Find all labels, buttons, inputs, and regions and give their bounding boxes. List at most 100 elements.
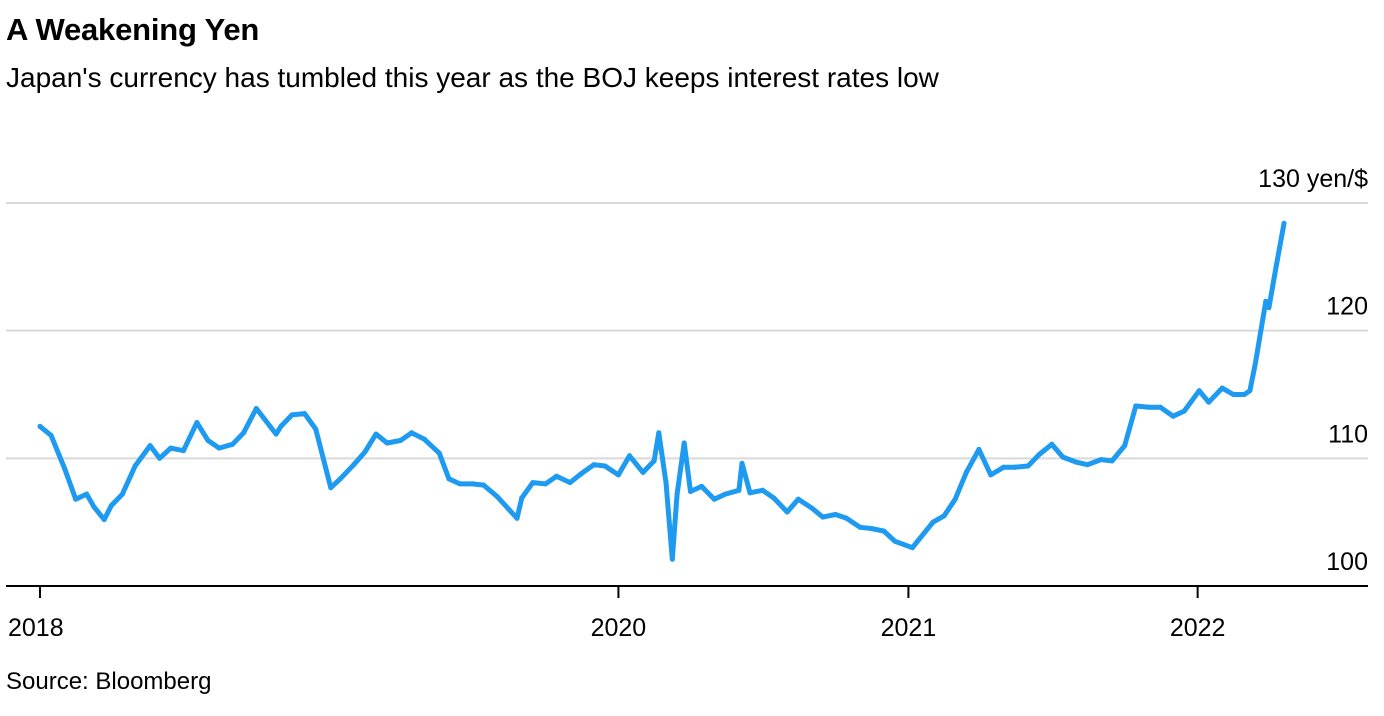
data-point: [640, 469, 646, 475]
data-point: [857, 524, 863, 530]
usdjpy-series-line: [37, 220, 1287, 562]
data-point: [1098, 457, 1104, 463]
data-point: [554, 473, 560, 479]
data-point: [1146, 404, 1152, 410]
data-point: [952, 496, 958, 502]
data-point: [62, 466, 68, 471]
data-point: [674, 491, 680, 497]
data-point: [1012, 464, 1018, 470]
chart-title: A Weakening Yen: [6, 12, 260, 47]
data-point: [409, 430, 415, 436]
data-point: [820, 514, 826, 520]
data-point: [48, 432, 54, 438]
x-tick-label-2021: 2021: [881, 614, 937, 642]
data-point: [591, 462, 597, 468]
data-point: [519, 495, 525, 501]
data-point: [132, 463, 138, 469]
data-point: [833, 512, 838, 517]
data-point: [278, 423, 284, 429]
y-tick-label-100: 100: [1326, 548, 1368, 576]
gridlines: [6, 202, 1368, 460]
data-point: [1230, 392, 1236, 397]
data-point: [180, 448, 186, 454]
data-point: [1157, 404, 1163, 410]
data-point: [578, 471, 584, 477]
data-point: [739, 460, 745, 466]
data-point: [722, 491, 728, 497]
data-point: [615, 472, 621, 478]
data-point: [1122, 443, 1128, 449]
data-point: [711, 496, 717, 502]
data-point: [1247, 388, 1253, 394]
data-point: [384, 440, 390, 446]
data-point: [1196, 388, 1202, 394]
data-point: [273, 431, 279, 437]
data-point: [168, 445, 174, 451]
data-point: [216, 445, 222, 451]
data-point: [91, 504, 97, 510]
data-point: [543, 481, 548, 487]
data-point: [1206, 399, 1212, 405]
x-tick-label-2022: 2022: [1170, 614, 1226, 642]
data-point: [669, 556, 675, 562]
x-tick-labels: 2018 2020 2021 2022: [8, 614, 1225, 642]
data-point: [809, 505, 815, 511]
data-point: [313, 426, 319, 432]
data-point: [147, 443, 153, 449]
data-point: [892, 538, 898, 544]
data-point: [101, 517, 107, 523]
data-point: [436, 450, 442, 456]
data-point: [627, 453, 632, 459]
data-point: [760, 487, 766, 493]
data-point: [373, 431, 379, 437]
data-point: [494, 494, 500, 500]
data-point: [663, 480, 669, 486]
data-point: [1281, 220, 1287, 226]
data-point: [37, 423, 43, 429]
data-point: [230, 441, 235, 447]
data-point: [530, 480, 536, 486]
data-point: [1181, 408, 1187, 414]
x-tick-label-2020: 2020: [591, 614, 647, 642]
line-chart: 100 110 120 130 yen/$ 2018 2020 2021 2022: [6, 165, 1368, 642]
data-point: [1219, 385, 1225, 391]
y-tick-label-110: 110: [1328, 420, 1368, 448]
x-tick-label-2018: 2018: [8, 614, 64, 642]
data-point: [1001, 464, 1006, 470]
data-point: [602, 463, 608, 469]
data-point: [108, 503, 114, 509]
data-point: [1109, 458, 1115, 464]
data-point: [656, 430, 662, 436]
y-tick-label-130: 130 yen/$: [1258, 165, 1368, 193]
data-point: [446, 476, 452, 482]
data-point: [514, 515, 520, 521]
data-point: [194, 420, 200, 426]
data-point: [328, 485, 334, 491]
data-point: [1241, 392, 1247, 397]
data-point: [868, 526, 874, 531]
data-point: [963, 469, 969, 475]
data-point: [917, 536, 922, 542]
data-point: [699, 483, 705, 489]
data-point: [681, 440, 687, 446]
data-point: [651, 458, 657, 464]
data-point: [1073, 459, 1079, 465]
data-point: [1253, 360, 1258, 366]
data-point: [771, 495, 777, 501]
data-point: [941, 513, 947, 519]
data-point: [1049, 441, 1055, 447]
data-point: [205, 438, 211, 443]
data-point: [844, 515, 850, 521]
data-point: [909, 545, 915, 551]
x-axis: [6, 585, 1368, 598]
data-point: [457, 481, 463, 487]
source-note: Source: Bloomberg: [6, 668, 212, 695]
data-point: [1273, 264, 1279, 270]
data-point: [930, 519, 936, 525]
data-point: [119, 491, 125, 497]
data-point: [157, 455, 163, 461]
data-point: [1133, 403, 1139, 409]
data-point: [784, 509, 790, 515]
data-point: [1266, 305, 1272, 311]
data-point: [362, 449, 368, 455]
